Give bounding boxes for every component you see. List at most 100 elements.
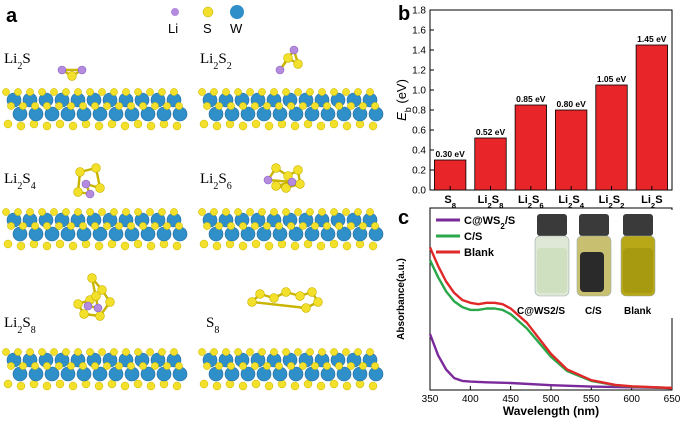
- s-atom: [146, 121, 156, 131]
- s-atom: [158, 208, 166, 216]
- vial-cap-3: [623, 214, 653, 236]
- s-atom: [3, 119, 13, 129]
- w-atom: [288, 226, 304, 242]
- bar: [635, 44, 668, 191]
- s-atom: [26, 208, 34, 216]
- s-atom: [287, 362, 295, 370]
- s-atom: [212, 241, 222, 251]
- x-tick-label: 600: [623, 394, 640, 405]
- s-atom: [366, 88, 374, 96]
- s-atom: [67, 222, 75, 230]
- s-atom: [151, 222, 159, 230]
- s-atom: [306, 208, 314, 216]
- s-atom: [134, 88, 142, 96]
- s-atom: [290, 381, 300, 391]
- photo-label-cs: C/S: [585, 306, 602, 317]
- li2s6-molecule: [263, 163, 305, 193]
- s-atom: [127, 362, 135, 370]
- x-tick-label: 650: [664, 394, 680, 405]
- s-atom: [323, 222, 331, 230]
- s-atom: [316, 121, 326, 131]
- s-atom: [359, 102, 367, 110]
- s-atom: [215, 222, 223, 230]
- s-atom: [91, 102, 99, 110]
- w-atom: [92, 106, 108, 122]
- s-atom: [264, 381, 274, 391]
- w-atom: [288, 106, 304, 122]
- s-atom: [19, 362, 27, 370]
- bar-value-label: 1.45 eV: [637, 34, 667, 44]
- panel-a: a Li S W Li2S Li2S2 Li2S4 Li2S6 Li2S8 S8: [2, 5, 384, 391]
- s-atom: [14, 88, 22, 96]
- s-atom: [354, 88, 362, 96]
- s-atom: [55, 119, 65, 129]
- s-atom: [335, 362, 343, 370]
- s-atom: [342, 348, 350, 356]
- s-atom: [158, 348, 166, 356]
- plot-frame: [429, 9, 673, 191]
- s-atom: [294, 348, 302, 356]
- s-atom: [282, 348, 290, 356]
- s-atom: [14, 348, 22, 356]
- s-atom: [43, 222, 51, 230]
- li-atom: [57, 65, 67, 75]
- s-atom: [2, 208, 10, 216]
- x-tick-label: 500: [543, 394, 560, 405]
- s-atom: [67, 71, 77, 81]
- li-atom-icon: [171, 8, 179, 16]
- s-atom: [203, 362, 211, 370]
- y-tick-label: 1.8: [412, 6, 426, 17]
- y-axis-label: Absorbance(a.u.): [396, 258, 407, 340]
- s-atom: [238, 381, 248, 391]
- s-atom: [91, 362, 99, 370]
- vials-photo: C@WS2/S C/S Blank: [517, 210, 677, 318]
- s-atom: [295, 179, 305, 189]
- s-atom: [170, 348, 178, 356]
- s-atom: [68, 241, 78, 251]
- s-atom: [42, 381, 52, 391]
- s-atom: [103, 102, 111, 110]
- s-atom: [311, 102, 319, 110]
- atom-legend: Li S W: [168, 5, 244, 36]
- s-atom: [163, 222, 171, 230]
- s-atom: [234, 208, 242, 216]
- s-atom: [255, 289, 265, 299]
- s-atom: [264, 121, 274, 131]
- s-atom: [354, 208, 362, 216]
- s-atom: [79, 222, 87, 230]
- y-axis-label: Eb (eV): [394, 79, 413, 121]
- s-atom: [146, 241, 156, 251]
- s-atom: [329, 379, 339, 389]
- s-atom: [263, 102, 271, 110]
- y-tick-label: 0.6: [412, 126, 426, 137]
- bar: [514, 104, 547, 191]
- bar-value-label: 0.30 eV: [436, 149, 466, 159]
- s-atom: [258, 88, 266, 96]
- s-atom: [203, 102, 211, 110]
- s-atom: [347, 102, 355, 110]
- s-atom: [368, 121, 378, 131]
- s-atom: [74, 348, 82, 356]
- s-atom: [359, 362, 367, 370]
- s-atom: [38, 88, 46, 96]
- s-atom: [275, 102, 283, 110]
- w-atom: [44, 366, 60, 382]
- s-atom: [38, 208, 46, 216]
- s-atom: [275, 362, 283, 370]
- s-atom: [68, 121, 78, 131]
- s-atom: [170, 208, 178, 216]
- s-atom: [281, 183, 291, 193]
- s-atom: [103, 362, 111, 370]
- li-atom: [83, 301, 93, 311]
- s-atom: [301, 303, 311, 313]
- x-tick-label: Li2S8: [478, 194, 504, 210]
- s-atom: [151, 362, 159, 370]
- s-atom: [134, 208, 142, 216]
- s-atom: [26, 348, 34, 356]
- x-tick-label: 550: [583, 394, 600, 405]
- y-tick-label: 0.0: [412, 186, 426, 197]
- s-atom: [115, 222, 123, 230]
- w-atom: [140, 106, 156, 122]
- label-li2s2: Li2S2: [200, 51, 232, 72]
- s-atom: [42, 241, 52, 251]
